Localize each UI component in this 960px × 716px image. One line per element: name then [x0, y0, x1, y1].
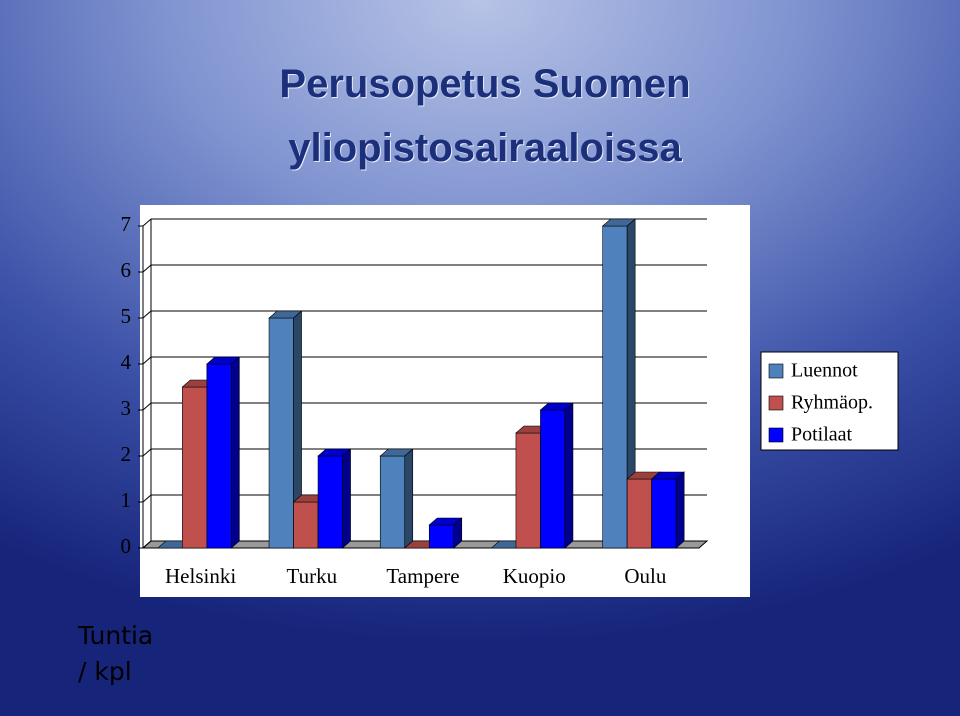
bar: [379, 455, 406, 549]
bar-side: [453, 517, 463, 549]
legend-label: Potilaat: [791, 424, 853, 446]
x-tick-label: Tampere: [386, 564, 459, 588]
grid-line: [142, 494, 152, 503]
legend-swatch: [768, 363, 784, 379]
y-tick-label: 6: [121, 258, 132, 282]
y-axis-label: Tuntia / kpl: [78, 621, 154, 686]
y-tick-label: 5: [121, 304, 132, 328]
x-tick-label: Kuopio: [503, 564, 566, 588]
y-tick-label: 7: [121, 212, 132, 236]
legend-box: [760, 351, 899, 451]
bar: [317, 455, 343, 549]
bar-side: [564, 402, 574, 549]
y-tick-label: 2: [121, 442, 132, 466]
x-tick-label: Oulu: [624, 564, 667, 588]
legend-swatch: [768, 427, 784, 443]
y-tick-label: 3: [121, 396, 132, 420]
y-tick-label: 4: [121, 350, 132, 374]
bar: [293, 501, 319, 549]
x-tick-label: Turku: [287, 564, 338, 588]
grid-line: [142, 264, 152, 273]
legend-label: Ryhmäop.: [791, 392, 873, 414]
bar-side: [675, 471, 685, 549]
slide-title: Perusopetus Suomen yliopistosairaaloissa: [279, 62, 691, 170]
x-tick-label: Helsinki: [165, 564, 236, 588]
bar: [626, 478, 652, 549]
bar-side: [231, 356, 240, 549]
bar: [182, 386, 208, 549]
bar: [515, 432, 541, 549]
y-tick-label: 0: [121, 534, 132, 558]
legend-label: Luennot: [791, 360, 858, 382]
grid-line: [142, 218, 152, 227]
bar: [651, 478, 677, 549]
grid-line: [142, 402, 152, 411]
bar: [206, 363, 232, 549]
y-tick-label: 1: [121, 488, 132, 512]
bar: [428, 524, 455, 549]
grid-line: [142, 448, 152, 457]
legend-swatch: [768, 395, 784, 411]
grid-line: [142, 540, 152, 549]
grid-line: [142, 356, 152, 365]
bar: [268, 317, 294, 549]
grid-line: [142, 310, 152, 319]
bar: [540, 409, 566, 549]
bar-side: [342, 448, 351, 549]
bar: [602, 225, 628, 549]
bar-side: [404, 448, 414, 549]
